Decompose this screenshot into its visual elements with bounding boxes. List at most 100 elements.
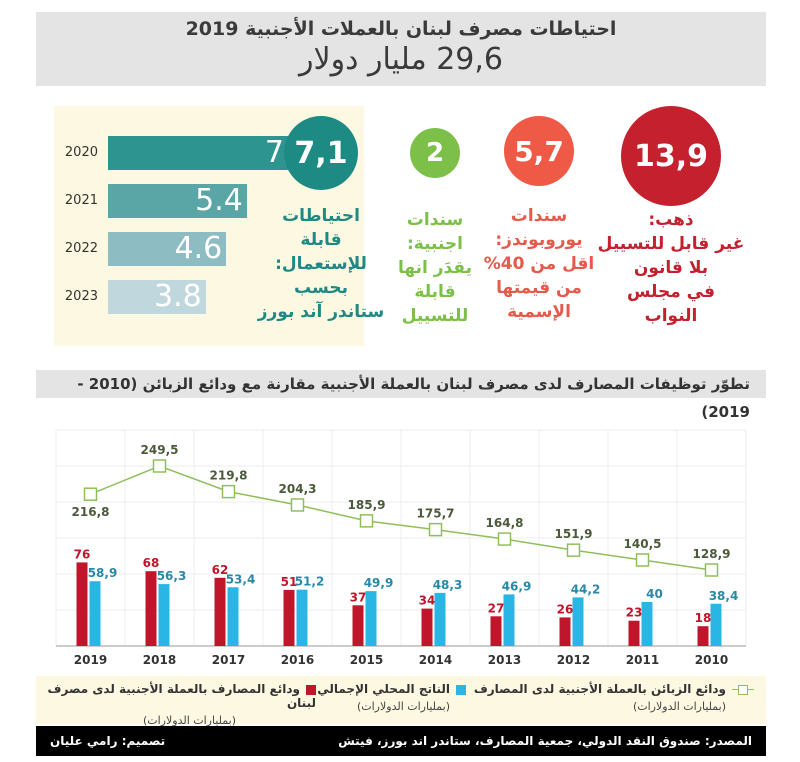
stat-line: ذهب: bbox=[648, 210, 694, 230]
chart-legend: ودائع الزبائن بالعملة الأجنبية لدى المصا… bbox=[36, 676, 766, 727]
customer-deposits-label: 151,9 bbox=[555, 527, 593, 541]
customer-deposits-point bbox=[290, 498, 305, 512]
stat-line: للتسييل bbox=[401, 306, 469, 326]
gdp-bar bbox=[503, 594, 515, 646]
customer-deposits-point bbox=[221, 484, 236, 499]
stat-value: 13,9 bbox=[633, 138, 709, 174]
customer-deposits-label: 128,9 bbox=[693, 547, 731, 561]
total-reserves: 29,6 مليار دولار bbox=[299, 42, 503, 77]
stat-description: سندات يوروبوندز: اقل من 40% من قيمتها ال… bbox=[474, 204, 604, 324]
reserves-breakdown: 2020 7 2021 5.4 2022 4.6 2023 3.8 7,1 احتياطات … bbox=[0, 100, 800, 360]
stat-line: غير قابل للتسييل bbox=[597, 234, 745, 254]
x-tick-label: 2013 bbox=[488, 653, 521, 667]
bank-deposits-bar bbox=[559, 617, 571, 646]
legend-unit: (بمليارات الدولارات) bbox=[142, 714, 236, 727]
gdp-label: 58,9 bbox=[88, 566, 118, 580]
red-square-icon bbox=[306, 684, 316, 695]
bank-deposits-label: 26 bbox=[557, 602, 574, 616]
forecast-bar-value: 3.8 bbox=[153, 279, 202, 314]
gdp-label: 53,4 bbox=[226, 572, 256, 586]
gdp-bar bbox=[710, 603, 722, 646]
bank-deposits-bar bbox=[490, 616, 502, 646]
stat-circle: 2 bbox=[410, 128, 460, 178]
x-tick-label: 2018 bbox=[143, 653, 176, 667]
forecast-bar-row: 2022 4.6 bbox=[58, 232, 318, 266]
gdp-label: 46,9 bbox=[502, 579, 532, 593]
stat-value: 2 bbox=[425, 138, 445, 168]
legend-item-bank-deposits: ودائع المصارف بالعملة الأجنبية لدى مصرف … bbox=[36, 682, 316, 727]
gdp-label: 48,3 bbox=[433, 578, 463, 592]
gdp-bar bbox=[434, 592, 446, 646]
customer-deposits-point bbox=[497, 532, 512, 546]
x-tick-label: 2011 bbox=[626, 653, 659, 667]
forecast-bar: 5.4 bbox=[108, 184, 247, 218]
customer-deposits-label: 204,3 bbox=[279, 482, 317, 496]
forecast-bar-value: 5.4 bbox=[195, 183, 243, 218]
customer-deposits-label: 185,9 bbox=[348, 498, 386, 512]
stat-line: قابلة bbox=[300, 230, 342, 250]
bank-deposits-label: 23 bbox=[626, 606, 643, 620]
stat-line: سندات bbox=[406, 210, 464, 230]
x-tick-label: 2015 bbox=[350, 653, 383, 667]
forecast-bar-row: 2020 7 bbox=[58, 136, 318, 170]
page-title: احتياطات مصرف لبنان بالعملات الأجنبية 20… bbox=[185, 18, 617, 40]
x-tick-label: 2014 bbox=[419, 653, 452, 667]
bank-deposits-bar bbox=[421, 608, 433, 646]
bank-deposits-bar bbox=[628, 620, 640, 646]
blue-square-icon bbox=[456, 684, 466, 695]
stat-line: يوروبوندز: bbox=[495, 230, 583, 250]
stat-line: من قيمتها bbox=[496, 278, 582, 298]
customer-deposits-point bbox=[566, 543, 581, 557]
bank-deposits-bar bbox=[145, 571, 157, 646]
gdp-bar bbox=[296, 589, 308, 646]
x-tick-label: 2010 bbox=[695, 653, 728, 667]
forecast-bar-value: 7 bbox=[264, 135, 284, 170]
forecast-bar: 4.6 bbox=[108, 232, 227, 266]
stat-circle: 5,7 bbox=[504, 116, 574, 186]
forecast-bar-row: 2021 5.4 bbox=[58, 184, 318, 218]
legend-label: ودائع المصارف بالعملة الأجنبية لدى مصرف … bbox=[47, 682, 316, 710]
stat-line: للإستعمال: bbox=[275, 254, 367, 274]
x-tick-label: 2017 bbox=[212, 653, 245, 667]
gdp-label: 40 bbox=[646, 587, 663, 601]
stat-value: 5,7 bbox=[514, 134, 564, 168]
legend-unit: (بمليارات الدولارات) bbox=[356, 700, 450, 713]
line-marker-icon bbox=[732, 684, 754, 696]
bank-deposits-bar bbox=[214, 577, 226, 646]
stat-line: سندات bbox=[510, 206, 568, 226]
forecast-bar: 7 bbox=[108, 136, 288, 170]
gdp-bar bbox=[227, 587, 239, 646]
stat-foreign-bonds: 2 سندات اجنبية: يقدَر انها قابلة للتسييل bbox=[380, 128, 490, 328]
gdp-bar bbox=[365, 591, 377, 646]
customer-deposits-point bbox=[635, 553, 650, 567]
bank-deposits-label: 37 bbox=[350, 590, 367, 604]
gdp-label: 44,2 bbox=[571, 582, 601, 596]
source-text: المصدر: صندوق النقد الدولي، جمعية المصار… bbox=[338, 734, 752, 748]
stat-usable-reserves: 7,1 احتياطات قابلة للإستعمال: بحسب ستاند… bbox=[256, 116, 386, 324]
stat-line: اجنبية: bbox=[406, 234, 463, 254]
stat-line: بحسب bbox=[294, 278, 348, 298]
stat-description: ذهب: غير قابل للتسييل بلا قانون في مجلس … bbox=[596, 208, 746, 328]
forecast-year-label: 2022 bbox=[64, 241, 98, 256]
customer-deposits-label: 216,8 bbox=[72, 505, 110, 519]
x-tick-label: 2012 bbox=[557, 653, 590, 667]
customer-deposits-label: 219,8 bbox=[210, 469, 248, 483]
chart-title: تطوّر توظيفات المصارف لدى مصرف لبنان بال… bbox=[36, 370, 766, 421]
stat-eurobonds: 5,7 سندات يوروبوندز: اقل من 40% من قيمته… bbox=[474, 116, 604, 324]
bank-deposits-label: 18 bbox=[695, 611, 712, 625]
stat-gold: 13,9 ذهب: غير قابل للتسييل بلا قانون في … bbox=[596, 106, 746, 328]
gdp-label: 56,3 bbox=[157, 569, 187, 583]
gdp-bar bbox=[158, 584, 170, 646]
legend-item-customer-deposits: ودائع الزبائن بالعملة الأجنبية لدى المصا… bbox=[474, 682, 754, 713]
bank-deposits-label: 51 bbox=[281, 575, 298, 589]
bank-deposits-bar bbox=[697, 626, 709, 646]
forecast-bar: 3.8 bbox=[108, 280, 206, 314]
x-tick-label: 2016 bbox=[281, 653, 314, 667]
forecast-year-label: 2020 bbox=[64, 145, 98, 160]
footer-bar: المصدر: صندوق النقد الدولي، جمعية المصار… bbox=[36, 726, 766, 756]
customer-deposits-point bbox=[152, 459, 167, 473]
stat-line: ستاندر آند بورز bbox=[257, 302, 385, 322]
legend-item-gdp: الناتج المحلي الإجمالي (بمليارات الدولار… bbox=[317, 682, 466, 713]
customer-deposits-label: 175,7 bbox=[417, 507, 455, 521]
stat-value: 7,1 bbox=[294, 135, 348, 171]
